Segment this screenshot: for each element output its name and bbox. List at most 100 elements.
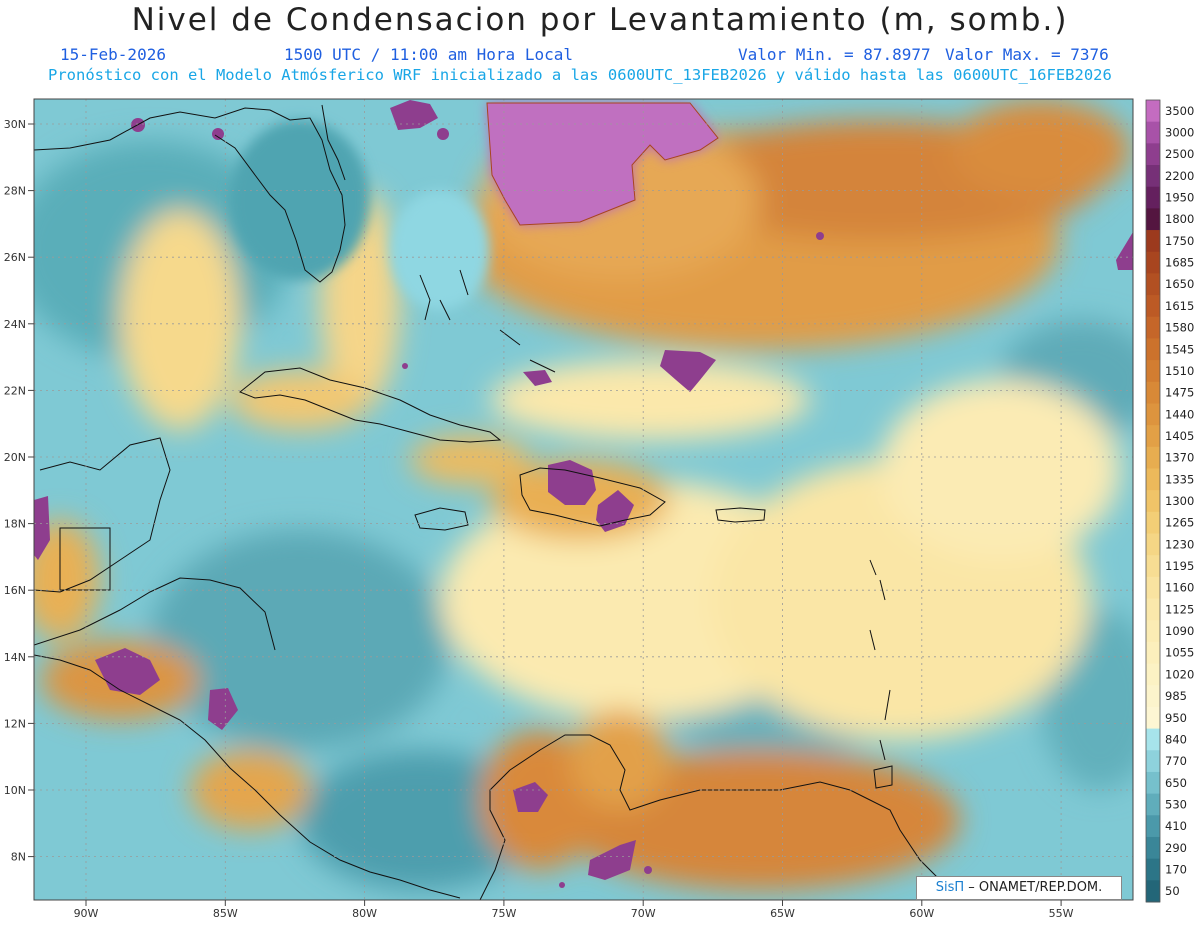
colorbar-label: 1370 [1165,451,1194,465]
colorbar: 3500 3000 2500 2200 1950 1800 1750 1685 1650 1615… [1145,99,1194,903]
map-frame [33,98,1134,901]
colorbar-label: 3000 [1165,126,1194,140]
colorbar-swatch [1146,706,1160,730]
colorbar-swatch [1146,121,1160,144]
colorbar-swatch [1146,511,1160,535]
colorbar-swatch [1146,425,1160,448]
colorbar-swatch [1146,316,1160,339]
colorbar-swatch [1146,338,1160,361]
colorbar-label: 1685 [1165,256,1194,270]
credit-box: SisΠ – ONAMET/REP.DOM. [916,876,1122,900]
colorbar-swatch [1146,620,1160,643]
colorbar-label: 1195 [1165,559,1194,573]
colorbar-label: 1950 [1165,191,1194,205]
lon-label: 85W [213,907,238,920]
colorbar-swatch [1146,468,1160,491]
colorbar-label: 50 [1165,884,1180,898]
colorbar-swatch [1146,360,1160,383]
colorbar-label: 410 [1165,819,1187,833]
forecast-date: 15-Feb-2026 [60,45,166,64]
coastlines [34,104,941,900]
lat-label: 14N [4,651,26,664]
colorbar-label: 1265 [1165,516,1194,530]
colorbar-swatch [1146,793,1160,816]
lat-label: 30N [4,118,26,131]
colorbar-label: 290 [1165,841,1187,855]
lon-label: 80W [352,907,377,920]
colorbar-swatch [1146,598,1160,621]
colorbar-swatch [1146,771,1160,795]
colorbar-swatch [1146,230,1160,253]
colorbar-swatch [1146,446,1160,469]
colorbar-label: 1405 [1165,429,1194,443]
credit-brand: SisΠ [935,880,965,895]
colorbar-label: 1230 [1165,537,1194,551]
lat-label: 16N [4,584,26,597]
lon-label: 70W [631,907,656,920]
lat-label: 26N [4,251,26,264]
colorbar-swatch [1146,880,1160,903]
colorbar-label: 530 [1165,797,1187,811]
colorbar-swatch [1146,533,1160,556]
colorbar-label: 1510 [1165,364,1194,378]
colorbar-label: 1750 [1165,234,1194,248]
colorbar-label: 1475 [1165,386,1194,400]
colorbar-label: 1300 [1165,494,1194,508]
colorbar-label: 170 [1165,862,1187,876]
colorbar-swatch [1146,836,1160,860]
graticule [34,99,1133,900]
colorbar-swatch [1146,403,1160,426]
colorbar-label: 950 [1165,711,1187,725]
lon-label: 55W [1049,907,1074,920]
colorbar-swatch [1146,576,1160,600]
colorbar-label: 1650 [1165,277,1194,291]
lat-label: 24N [4,318,26,331]
colorbar-swatch [1146,685,1160,708]
colorbar-swatch [1146,641,1160,665]
colorbar-label: 1125 [1165,602,1194,616]
colorbar-swatch [1146,728,1160,751]
forecast-time: 1500 UTC / 11:00 am Hora Local [284,45,573,64]
colorbar-label: 1800 [1165,212,1194,226]
colorbar-label: 840 [1165,732,1187,746]
colorbar-swatch [1146,295,1160,318]
colorbar-swatch [1146,251,1160,274]
colorbar-swatch [1146,208,1160,231]
colorbar-swatch [1146,555,1160,578]
colorbar-label: 1580 [1165,321,1194,335]
lat-label: 18N [4,518,26,531]
credit-text: – ONAMET/REP.DOM. [964,880,1103,895]
max-value: Valor Max. = 7376 [945,45,1109,64]
colorbar-label: 650 [1165,776,1187,790]
colorbar-label: 1160 [1165,581,1194,595]
colorbar-label: 1020 [1165,667,1194,681]
colorbar-swatch [1146,490,1160,513]
colorbar-label: 1615 [1165,299,1194,313]
colorbar-swatch [1146,186,1160,209]
lon-label: 75W [491,907,516,920]
model-info-line: Pronóstico con el Modelo Atmósferico WRF… [48,66,1112,84]
longitude-labels: 90W 85W 80W 75W 70W 65W 60W 55W [74,900,1074,920]
colorbar-swatch [1146,143,1160,166]
lon-label: 60W [909,907,934,920]
colorbar-swatch [1146,663,1160,686]
colorbar-swatch [1146,858,1160,881]
colorbar-label: 2200 [1165,169,1194,183]
colorbar-swatch [1146,165,1160,188]
colorbar-swatch [1146,100,1160,123]
colorbar-label: 985 [1165,689,1187,703]
lon-label: 90W [74,907,99,920]
colorbar-label: 1055 [1165,646,1194,660]
lat-label: 22N [4,384,26,397]
min-value: Valor Min. = 87.8977 [738,45,931,64]
lat-label: 10N [4,784,26,797]
lat-label: 20N [4,451,26,464]
colorbar-label: 1335 [1165,472,1194,486]
colorbar-label: 770 [1165,754,1187,768]
colorbar-label: 1090 [1165,624,1194,638]
colorbar-label: 2500 [1165,147,1194,161]
colorbar-label: 1440 [1165,407,1194,421]
colorbar-label: 1545 [1165,342,1194,356]
latitude-labels: 30N 28N 26N 24N 22N 20N 18N 16N 14N 12N 10N 8N [4,118,34,864]
